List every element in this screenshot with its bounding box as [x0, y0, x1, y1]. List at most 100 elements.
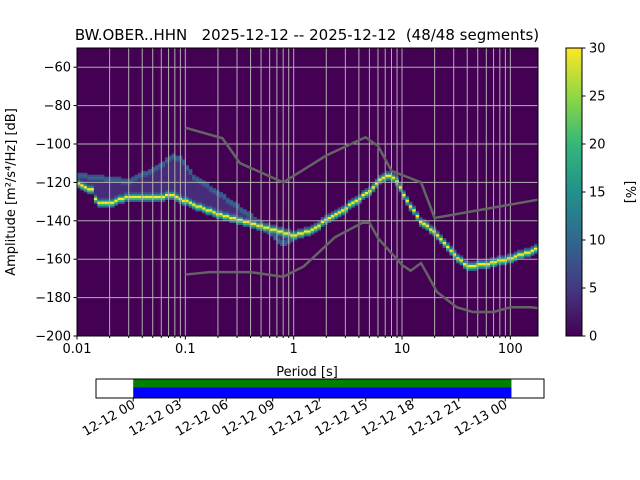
heatmap-cell	[425, 226, 430, 229]
heatmap-cell	[90, 180, 95, 183]
heatmap-cell	[378, 174, 382, 177]
heatmap-cell	[307, 232, 311, 235]
heatmap-cell	[114, 203, 118, 206]
heatmap-cell	[402, 190, 406, 193]
heatmap-cell	[469, 264, 474, 268]
heatmap-cell	[141, 170, 146, 174]
heatmap-cell	[212, 190, 217, 193]
heatmap-cell	[175, 157, 179, 160]
heatmap-cell	[124, 184, 129, 187]
heatmap-cell	[229, 205, 234, 208]
heatmap-cell	[148, 178, 152, 181]
heatmap-cell	[269, 232, 274, 235]
heatmap-cell	[303, 230, 308, 233]
heatmap-cell	[158, 190, 162, 193]
heatmap-cell	[280, 236, 284, 239]
heatmap-cell	[151, 174, 156, 177]
heatmap-cell	[225, 211, 230, 214]
heatmap-cell	[124, 180, 129, 183]
heatmap-cell	[97, 180, 101, 183]
heatmap-cell	[117, 193, 122, 197]
heatmap-cell	[202, 209, 206, 212]
heatmap-cell	[368, 186, 372, 189]
heatmap-cell	[283, 230, 288, 233]
heatmap-cell	[83, 176, 88, 179]
heatmap-cell	[351, 201, 355, 204]
heatmap-cell	[171, 172, 176, 176]
x-tick-label: 100	[498, 342, 523, 357]
heatmap-cell	[368, 190, 372, 193]
heatmap-cell	[77, 180, 81, 183]
heatmap-cell	[361, 197, 366, 200]
heatmap-cell	[280, 241, 284, 245]
heatmap-cell	[161, 197, 166, 200]
colorbar-tick-label: 20	[589, 138, 606, 153]
heatmap-cell	[198, 207, 203, 210]
heatmap-cell	[195, 178, 200, 181]
heatmap-cell	[408, 201, 413, 204]
heatmap-cell	[202, 190, 206, 193]
heatmap-cell	[121, 186, 125, 189]
heatmap-cell	[83, 178, 88, 181]
heatmap-cell	[97, 184, 101, 187]
heatmap-cell	[154, 188, 159, 191]
heatmap-cell	[127, 182, 132, 185]
heatmap-cell	[161, 168, 166, 172]
heatmap-cell	[225, 205, 230, 208]
heatmap-cell	[232, 209, 237, 212]
heatmap-cell	[131, 193, 135, 197]
heatmap-cell	[87, 190, 91, 193]
heatmap-cell	[479, 259, 484, 262]
heatmap-cell	[161, 167, 166, 170]
heatmap-cell	[175, 192, 179, 195]
heatmap-cell	[192, 184, 196, 187]
heatmap-cell	[175, 176, 179, 179]
heatmap-cell	[171, 197, 176, 200]
heatmap-cell	[225, 216, 230, 220]
heatmap-cell	[273, 230, 278, 233]
heatmap-cell	[90, 178, 95, 181]
heatmap-cell	[456, 253, 460, 256]
heatmap-cell	[124, 190, 129, 193]
heatmap-cell	[239, 215, 244, 218]
heatmap-cell	[148, 182, 152, 185]
heatmap-cell	[165, 178, 169, 181]
heatmap-cell	[110, 190, 115, 193]
heatmap-cell	[127, 178, 132, 181]
heatmap-cell	[165, 182, 169, 185]
heatmap-cell	[266, 228, 271, 231]
heatmap-cell	[402, 193, 406, 197]
heatmap-cell	[202, 201, 206, 204]
heatmap-cell	[148, 197, 152, 200]
heatmap-cell	[181, 201, 186, 204]
heatmap-cell	[175, 195, 179, 199]
heatmap-cell	[131, 180, 135, 183]
heatmap-cell	[100, 184, 105, 187]
heatmap-cell	[93, 190, 98, 193]
heatmap-cell	[185, 184, 190, 187]
colorbar-tick-label: 10	[589, 234, 606, 249]
heatmap-cell	[144, 176, 149, 179]
heatmap-cell	[121, 182, 125, 185]
heatmap-cell	[354, 195, 359, 199]
heatmap-cell	[212, 215, 217, 218]
heatmap-cell	[198, 186, 203, 189]
y-tick-label: −100	[35, 138, 71, 153]
heatmap-cell	[168, 193, 173, 197]
heatmap-cell	[212, 209, 217, 212]
heatmap-cell	[269, 224, 274, 227]
heatmap-cell	[161, 178, 166, 181]
heatmap-cell	[219, 213, 223, 216]
heatmap-cell	[266, 222, 271, 225]
heatmap-cell	[141, 195, 146, 199]
heatmap-cell	[236, 209, 240, 212]
heatmap-cell	[276, 241, 281, 245]
heatmap-cell	[192, 178, 196, 181]
heatmap-cell	[242, 211, 247, 214]
heatmap-cell	[195, 201, 200, 204]
heatmap-cell	[144, 172, 149, 176]
heatmap-cell	[202, 207, 206, 210]
heatmap-cell	[188, 199, 193, 202]
heatmap-cell	[131, 195, 135, 199]
heatmap-cell	[479, 261, 484, 264]
